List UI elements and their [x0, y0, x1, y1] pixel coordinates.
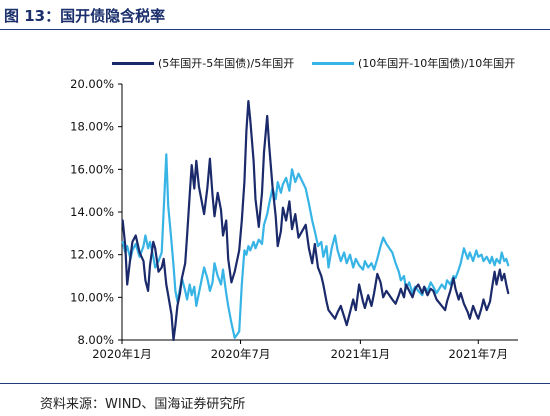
legend-swatch-series-2: [312, 61, 354, 65]
x-tick-label: 2021年7月: [448, 347, 508, 361]
source-note: 资料来源：WIND、国海证券研究所: [40, 397, 246, 412]
chart-series: [121, 100, 510, 342]
footer-divider: [0, 383, 550, 384]
y-tick-label: 8.00%: [77, 333, 114, 347]
figure-header: 图 13：国开债隐含税率: [0, 0, 550, 30]
x-tick-label: 2020年1月: [92, 347, 152, 361]
y-tick-label: 16.00%: [70, 162, 114, 176]
legend-swatch-series-1: [112, 61, 154, 65]
series-line-1: [121, 100, 510, 342]
legend-item-series-1: (5年国开-5年国债)/5年国开: [112, 55, 295, 70]
x-tick-label: 2020年7月: [211, 347, 271, 361]
legend-item-series-2: (10年国开-10年国债)/10年国开: [312, 55, 516, 70]
legend-label-series-1: (5年国开-5年国债)/5年国开: [158, 57, 295, 70]
y-tick-label: 18.00%: [70, 120, 114, 134]
y-tick-label: 10.00%: [70, 290, 114, 304]
y-tick-label: 20.00%: [70, 77, 114, 91]
y-tick-label: 14.00%: [70, 205, 114, 219]
figure-title: 图 13：国开债隐含税率: [4, 7, 166, 25]
x-tick-label: 2021年1月: [331, 347, 391, 361]
y-tick-label: 12.00%: [70, 248, 114, 262]
chart-legend: (5年国开-5年国债)/5年国开 (10年国开-10年国债)/10年国开: [0, 55, 550, 70]
chart-axes: 8.00% 10.00% 12.00% 14.00% 16.00% 18.00% 20.00…: [70, 77, 518, 361]
legend-label-series-2: (10年国开-10年国债)/10年国开: [358, 57, 516, 70]
